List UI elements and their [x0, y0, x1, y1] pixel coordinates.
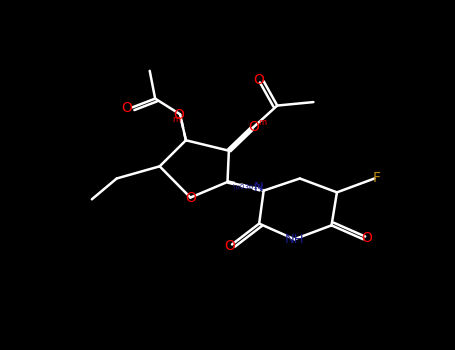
- Text: m: m: [258, 118, 266, 127]
- Text: O: O: [224, 239, 235, 253]
- Text: NH: NH: [285, 233, 304, 246]
- Text: O: O: [361, 231, 372, 245]
- Text: O: O: [121, 101, 132, 115]
- Text: O: O: [254, 72, 265, 86]
- Text: O: O: [173, 108, 184, 122]
- Text: m: m: [172, 115, 181, 124]
- Text: O: O: [248, 120, 259, 134]
- Text: \u03b1N: \u03b1N: [233, 184, 263, 190]
- Text: O: O: [185, 190, 196, 204]
- Text: F: F: [373, 171, 381, 185]
- Text: N: N: [253, 181, 263, 194]
